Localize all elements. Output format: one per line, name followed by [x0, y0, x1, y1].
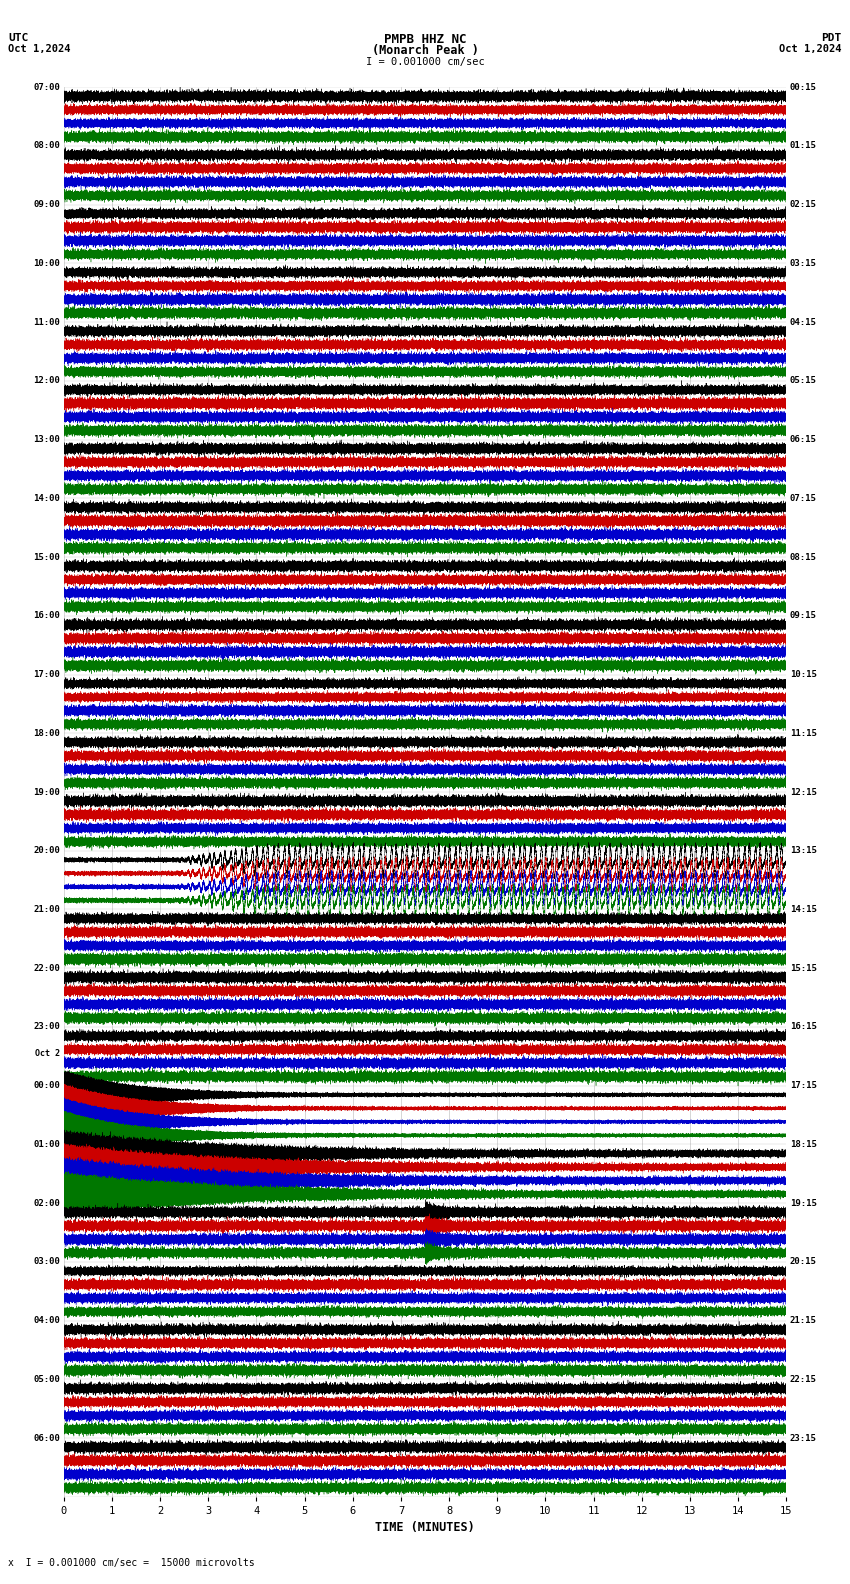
Text: PDT: PDT [821, 33, 842, 43]
Text: 20:15: 20:15 [790, 1258, 817, 1267]
Text: (Monarch Peak ): (Monarch Peak ) [371, 44, 479, 57]
Text: 23:15: 23:15 [790, 1434, 817, 1443]
Text: 19:00: 19:00 [33, 787, 60, 797]
Text: 01:15: 01:15 [790, 141, 817, 150]
Text: UTC: UTC [8, 33, 29, 43]
Text: 01:00: 01:00 [33, 1140, 60, 1148]
Text: 12:00: 12:00 [33, 377, 60, 385]
Text: 12:15: 12:15 [790, 787, 817, 797]
Text: 07:15: 07:15 [790, 494, 817, 502]
Text: 22:00: 22:00 [33, 963, 60, 973]
Text: 16:00: 16:00 [33, 611, 60, 621]
Text: 02:00: 02:00 [33, 1199, 60, 1207]
Text: 15:00: 15:00 [33, 553, 60, 562]
Text: 19:15: 19:15 [790, 1199, 817, 1207]
Text: 03:00: 03:00 [33, 1258, 60, 1267]
Text: 02:15: 02:15 [790, 200, 817, 209]
Text: 13:15: 13:15 [790, 846, 817, 855]
Text: 15:15: 15:15 [790, 963, 817, 973]
Text: 17:00: 17:00 [33, 670, 60, 680]
Text: 14:00: 14:00 [33, 494, 60, 502]
Text: 05:15: 05:15 [790, 377, 817, 385]
Text: I = 0.001000 cm/sec: I = 0.001000 cm/sec [366, 57, 484, 67]
Text: 22:15: 22:15 [790, 1375, 817, 1384]
X-axis label: TIME (MINUTES): TIME (MINUTES) [375, 1522, 475, 1535]
Text: 09:15: 09:15 [790, 611, 817, 621]
Text: Oct 1,2024: Oct 1,2024 [779, 44, 842, 54]
Text: 00:15: 00:15 [790, 82, 817, 92]
Text: Oct 2: Oct 2 [35, 1049, 60, 1058]
Text: 03:15: 03:15 [790, 258, 817, 268]
Text: 21:15: 21:15 [790, 1316, 817, 1326]
Text: 14:15: 14:15 [790, 904, 817, 914]
Text: 06:00: 06:00 [33, 1434, 60, 1443]
Text: 18:15: 18:15 [790, 1140, 817, 1148]
Text: Oct 1,2024: Oct 1,2024 [8, 44, 71, 54]
Text: 08:15: 08:15 [790, 553, 817, 562]
Text: 10:00: 10:00 [33, 258, 60, 268]
Text: 11:15: 11:15 [790, 729, 817, 738]
Text: 00:00: 00:00 [33, 1082, 60, 1090]
Text: 05:00: 05:00 [33, 1375, 60, 1384]
Text: 16:15: 16:15 [790, 1022, 817, 1031]
Text: 04:00: 04:00 [33, 1316, 60, 1326]
Text: x  I = 0.001000 cm/sec =  15000 microvolts: x I = 0.001000 cm/sec = 15000 microvolts [8, 1559, 255, 1568]
Text: 17:15: 17:15 [790, 1082, 817, 1090]
Text: 23:00: 23:00 [33, 1022, 60, 1031]
Text: 11:00: 11:00 [33, 317, 60, 326]
Text: 13:00: 13:00 [33, 436, 60, 444]
Text: 04:15: 04:15 [790, 317, 817, 326]
Text: 10:15: 10:15 [790, 670, 817, 680]
Text: 21:00: 21:00 [33, 904, 60, 914]
Text: 06:15: 06:15 [790, 436, 817, 444]
Text: PMPB HHZ NC: PMPB HHZ NC [383, 33, 467, 46]
Text: 18:00: 18:00 [33, 729, 60, 738]
Text: 07:00: 07:00 [33, 82, 60, 92]
Text: 09:00: 09:00 [33, 200, 60, 209]
Text: 08:00: 08:00 [33, 141, 60, 150]
Text: 20:00: 20:00 [33, 846, 60, 855]
